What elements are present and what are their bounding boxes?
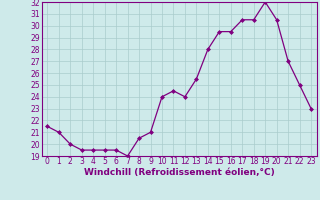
X-axis label: Windchill (Refroidissement éolien,°C): Windchill (Refroidissement éolien,°C) — [84, 168, 275, 177]
